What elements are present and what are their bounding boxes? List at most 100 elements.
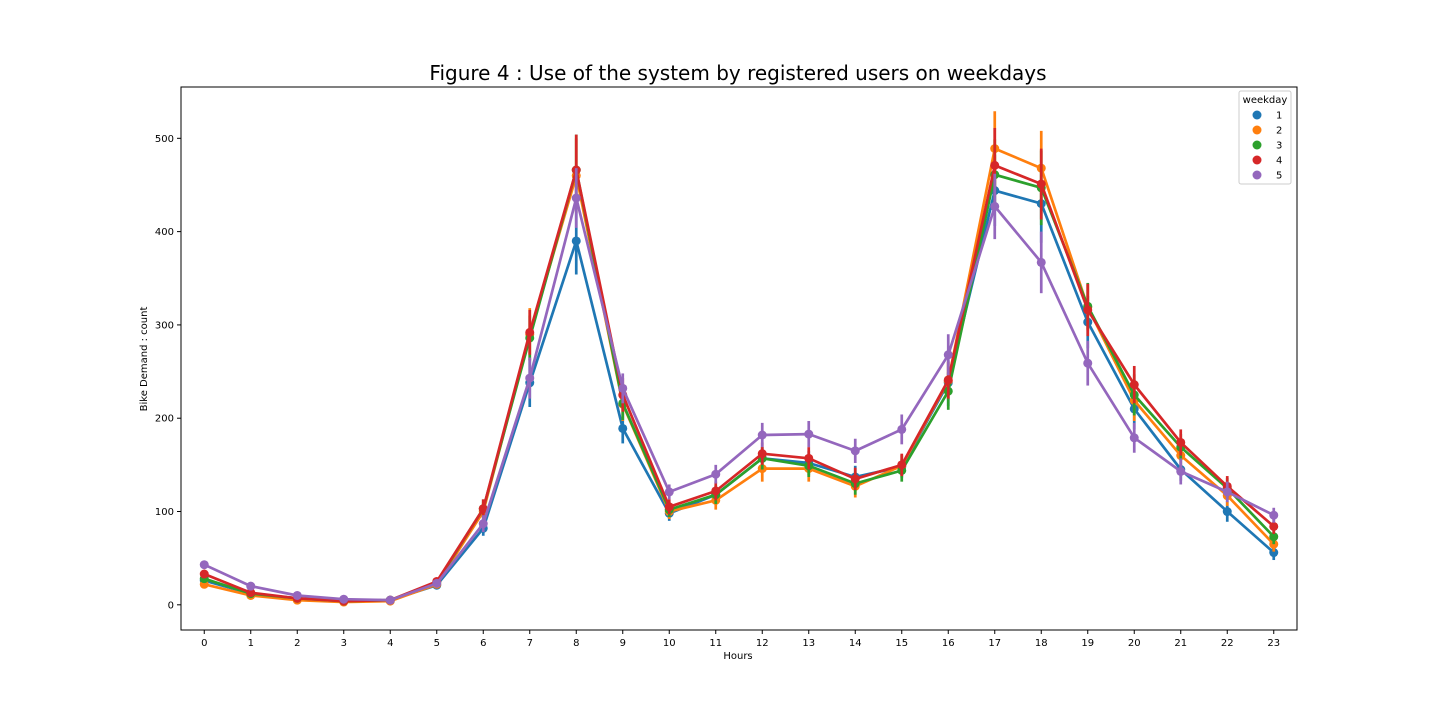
data-point [664, 502, 674, 512]
data-point [246, 588, 256, 598]
x-axis: 0 1 2 3 4 5 6 7 8 9 10 11 12 13 14 15 16 17 18 19 20 21 22 23 [201, 630, 1280, 649]
x-tick-label: 5 [434, 638, 440, 649]
x-axis-label: Hours [723, 651, 752, 662]
data-point [1083, 305, 1093, 315]
data-point [711, 486, 721, 496]
data-point [571, 193, 581, 203]
data-point [618, 383, 628, 393]
x-tick-label: 16 [942, 638, 955, 649]
data-point [711, 469, 721, 479]
data-point [804, 429, 814, 439]
x-tick-label: 8 [573, 638, 579, 649]
data-point [199, 560, 209, 570]
data-point [1176, 466, 1186, 476]
y-tick-label: 400 [155, 227, 174, 238]
series-1 [199, 155, 1279, 606]
legend-frame [1238, 90, 1292, 185]
x-tick-label: 11 [709, 638, 722, 649]
x-tick-label: 20 [1128, 638, 1141, 649]
x-tick-label: 21 [1174, 638, 1187, 649]
data-point [339, 594, 349, 604]
legend-label: 3 [1276, 141, 1282, 152]
y-axis: 0 100 200 300 400 500 [155, 134, 181, 611]
x-tick-label: 23 [1267, 638, 1280, 649]
data-point [1269, 532, 1279, 542]
legend-marker [1252, 170, 1262, 180]
plot-area-frame [180, 86, 1298, 631]
data-point [478, 504, 488, 514]
y-tick-label: 300 [155, 320, 174, 331]
x-tick-label: 0 [201, 638, 207, 649]
data-point [990, 160, 1000, 170]
series-line [203, 168, 1275, 603]
x-tick-label: 14 [849, 638, 862, 649]
data-point [850, 474, 860, 484]
x-tick-label: 17 [988, 638, 1001, 649]
legend-marker [1252, 155, 1262, 165]
legend-marker [1252, 140, 1262, 150]
y-tick-label: 200 [155, 414, 174, 425]
data-point [1269, 510, 1279, 520]
x-tick-label: 22 [1221, 638, 1234, 649]
y-tick-label: 500 [155, 134, 174, 145]
y-tick-label: 100 [155, 507, 174, 518]
series-line [203, 189, 1275, 603]
data-point [757, 449, 767, 459]
data-point [1269, 548, 1279, 558]
x-tick-label: 10 [663, 638, 676, 649]
x-tick-label: 1 [248, 638, 254, 649]
data-point [1222, 507, 1232, 517]
x-tick-label: 18 [1035, 638, 1048, 649]
y-tick-label: 0 [168, 600, 174, 611]
legend-label: 4 [1276, 156, 1282, 167]
data-point [292, 590, 302, 600]
series-layer [199, 111, 1279, 607]
data-point [943, 350, 953, 360]
data-point [897, 460, 907, 470]
legend-label: 1 [1276, 111, 1282, 122]
x-tick-label: 4 [387, 638, 393, 649]
data-point [943, 375, 953, 385]
legend-label: 5 [1276, 171, 1282, 182]
series-line [203, 196, 1275, 602]
data-point [1129, 433, 1139, 443]
series-5 [199, 168, 1279, 605]
x-tick-label: 13 [802, 638, 815, 649]
chart-title: Figure 4 : Use of the system by register… [429, 61, 1046, 85]
data-point [804, 453, 814, 463]
legend: weekday 1 2 3 4 5 [1238, 90, 1292, 185]
data-point [1176, 437, 1186, 447]
data-point [618, 423, 628, 433]
legend-label: 2 [1276, 126, 1282, 137]
legend-marker [1252, 110, 1262, 120]
data-point [432, 578, 442, 588]
data-point [664, 487, 674, 497]
x-tick-label: 7 [527, 638, 533, 649]
legend-items: 1 2 3 4 5 [1252, 110, 1282, 182]
data-point [897, 424, 907, 434]
data-point [525, 327, 535, 337]
x-tick-label: 19 [1081, 638, 1094, 649]
data-point [757, 430, 767, 440]
data-point [525, 373, 535, 383]
x-tick-label: 9 [620, 638, 626, 649]
data-point [850, 446, 860, 456]
data-point [571, 236, 581, 246]
x-tick-label: 12 [756, 638, 769, 649]
data-point [478, 519, 488, 529]
x-tick-label: 3 [341, 638, 347, 649]
data-point [385, 595, 395, 605]
x-tick-label: 15 [895, 638, 908, 649]
series-line [203, 164, 1275, 603]
legend-marker [1252, 125, 1262, 135]
data-point [1129, 380, 1139, 390]
data-point [1222, 487, 1232, 497]
data-point [1083, 358, 1093, 368]
x-tick-label: 6 [480, 638, 486, 649]
x-tick-label: 2 [294, 638, 300, 649]
series-3 [199, 134, 1279, 606]
data-point [246, 581, 256, 591]
data-point [1036, 257, 1046, 267]
y-axis-label: Bike Demand : count [139, 307, 150, 412]
